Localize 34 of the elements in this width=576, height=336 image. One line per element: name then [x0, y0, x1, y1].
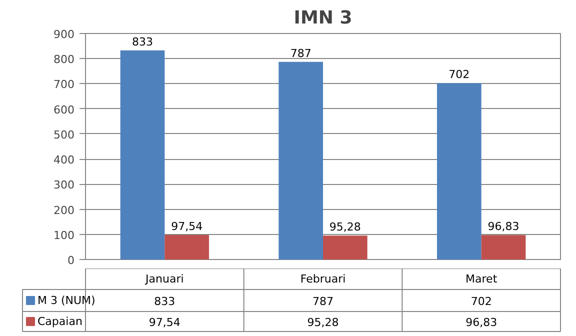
bar — [120, 50, 165, 260]
y-tick-label: 200 — [54, 204, 75, 217]
bar — [437, 83, 482, 260]
text: 95,28 — [329, 220, 361, 234]
bar — [323, 236, 368, 260]
y-tick-label: 0 — [68, 254, 74, 267]
data-label: 97,54 — [148, 316, 180, 329]
data-label: 787 — [312, 295, 334, 308]
data-label: 96,83 — [466, 316, 498, 329]
y-tick-label: 900 — [54, 28, 75, 41]
bar — [164, 235, 209, 260]
data-label: 95,28 — [307, 316, 339, 329]
text: 787 — [290, 46, 312, 60]
text: 833 — [132, 35, 153, 48]
bar — [278, 62, 323, 260]
legend-label: Capaian — [38, 315, 82, 328]
y-tick-label: 500 — [54, 128, 75, 142]
y-tick-label: 100 — [54, 228, 75, 242]
text: 702 — [448, 68, 470, 82]
x-tick-label: Januari — [144, 272, 184, 286]
data-label: 702 — [470, 295, 492, 308]
bar — [481, 235, 526, 260]
y-tick-label: 800 — [54, 53, 75, 66]
y-tick-label: 400 — [54, 154, 75, 167]
legend-label: M 3 (NUM) — [38, 294, 96, 307]
data-label: 833 — [154, 295, 176, 308]
y-tick-label: 700 — [54, 78, 75, 92]
text: 96,83 — [488, 220, 520, 234]
x-tick-label: Februari — [300, 272, 346, 286]
y-tick-label: 600 — [54, 103, 75, 116]
y-tick-label: 300 — [54, 178, 75, 192]
chart-title: IMN 3 — [294, 8, 352, 28]
text: 97,54 — [171, 220, 203, 234]
x-tick-label: Maret — [466, 272, 498, 286]
